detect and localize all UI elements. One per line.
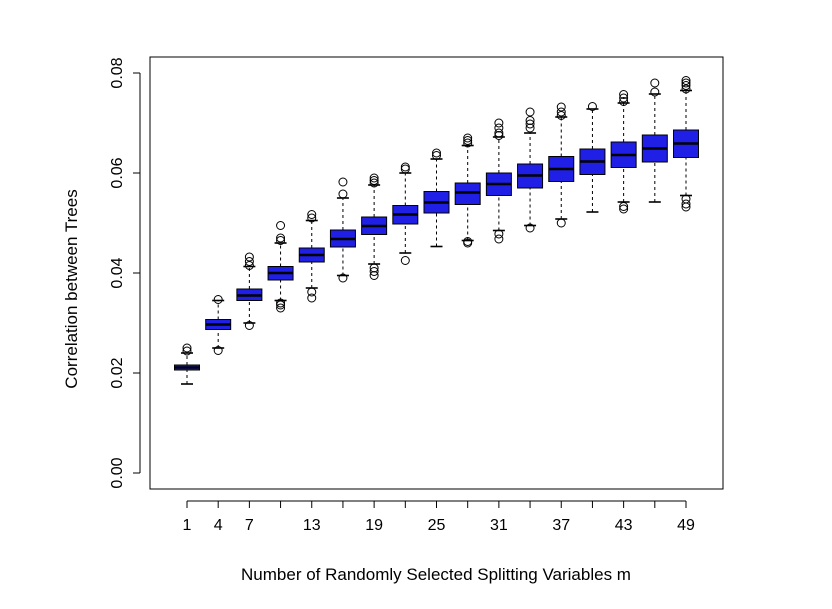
x-tick-label: 19 xyxy=(365,517,383,534)
box-group xyxy=(517,107,544,233)
outlier-point xyxy=(556,107,566,117)
outlier-point xyxy=(244,321,254,330)
outlier-point xyxy=(681,81,691,90)
box-group xyxy=(673,76,699,212)
outlier-point xyxy=(276,236,286,245)
box-group xyxy=(454,133,481,248)
outlier-point xyxy=(400,256,410,265)
y-tick-label: 0.02 xyxy=(109,357,126,388)
outlier-point xyxy=(525,223,535,233)
outlier-point xyxy=(681,194,691,204)
x-tick-label: 7 xyxy=(245,517,254,534)
outlier-point xyxy=(213,346,223,355)
box-group xyxy=(298,210,325,303)
outlier-point xyxy=(494,123,504,133)
outlier-point xyxy=(681,78,691,88)
x-tick-label: 4 xyxy=(214,517,223,534)
outlier-point xyxy=(525,119,535,129)
outlier-point xyxy=(681,76,691,85)
outlier-point xyxy=(587,102,597,111)
boxes xyxy=(174,76,699,385)
x-tick-label: 25 xyxy=(428,517,446,534)
y-axis: 0.00 0.02 0.04 0.06 0.08 xyxy=(109,57,141,489)
outlier-point xyxy=(619,93,629,103)
outlier-point xyxy=(494,234,504,244)
x-tick-label: 31 xyxy=(490,517,508,534)
outlier-point xyxy=(432,148,441,158)
outlier-point xyxy=(338,273,348,283)
x-tick-label: 49 xyxy=(677,517,695,534)
outlier-point xyxy=(494,118,504,128)
box-group xyxy=(548,102,575,228)
outlier-point xyxy=(276,233,286,243)
plot-frame xyxy=(149,56,724,490)
outlier-point xyxy=(619,204,629,214)
outlier-point xyxy=(244,257,254,266)
x-tick-label: 13 xyxy=(303,517,321,534)
outlier-point xyxy=(369,263,379,273)
outlier-point xyxy=(400,164,410,174)
outlier-point xyxy=(307,210,317,219)
outlier-point xyxy=(463,136,473,145)
outlier-point xyxy=(182,343,192,353)
box-group xyxy=(485,118,512,244)
outlier-point xyxy=(307,213,317,223)
outlier-point xyxy=(276,298,286,308)
box-group xyxy=(205,295,232,355)
box-group xyxy=(610,90,637,214)
x-axis-label: Number of Randomly Selected Splitting Va… xyxy=(241,565,631,584)
outlier-point xyxy=(525,107,535,117)
box-group xyxy=(641,78,668,203)
box-group xyxy=(423,148,450,248)
outlier-point xyxy=(463,133,473,143)
y-tick-label: 0.08 xyxy=(109,57,126,88)
x-tick-label: 43 xyxy=(615,517,633,534)
y-axis-label: Correlation between Trees xyxy=(62,189,81,388)
y-tick-label: 0.04 xyxy=(109,257,126,288)
outlier-point xyxy=(244,252,254,262)
box-group xyxy=(361,173,388,280)
outlier-point xyxy=(619,90,629,99)
outlier-point xyxy=(213,295,223,304)
outlier-point xyxy=(338,177,348,187)
outlier-point xyxy=(432,151,441,160)
y-tick-label: 0.06 xyxy=(109,157,126,188)
box-group xyxy=(329,177,356,283)
outlier-point xyxy=(369,176,379,185)
outlier-point xyxy=(400,162,410,172)
outlier-point xyxy=(307,287,317,297)
outlier-point xyxy=(650,78,660,88)
outlier-point xyxy=(494,229,504,239)
outlier-point xyxy=(556,102,566,112)
outlier-point xyxy=(338,189,348,199)
outlier-point xyxy=(307,293,317,303)
x-tick-label: 37 xyxy=(552,517,570,534)
x-tick-label: 1 xyxy=(183,517,192,534)
outlier-point xyxy=(619,202,629,211)
outlier-point xyxy=(619,97,629,106)
outlier-point xyxy=(182,346,192,356)
outlier-point xyxy=(369,267,379,276)
outlier-point xyxy=(276,303,286,313)
outlier-point xyxy=(369,178,379,188)
outlier-point xyxy=(463,237,473,246)
box-group xyxy=(579,102,606,213)
outlier-point xyxy=(681,199,691,209)
outlier-point xyxy=(650,87,660,97)
box-group xyxy=(392,162,419,265)
box-group xyxy=(174,343,200,385)
y-tick-label: 0.00 xyxy=(109,457,126,488)
x-axis: 1 4 7 13 19 25 31 37 43 49 xyxy=(183,500,695,534)
outlier-point xyxy=(556,218,566,228)
outlier-point xyxy=(276,221,286,230)
outlier-point xyxy=(463,138,473,148)
box-group xyxy=(267,221,294,313)
outlier-point xyxy=(369,173,379,183)
outlier-point xyxy=(494,128,504,138)
box-group xyxy=(236,252,263,330)
